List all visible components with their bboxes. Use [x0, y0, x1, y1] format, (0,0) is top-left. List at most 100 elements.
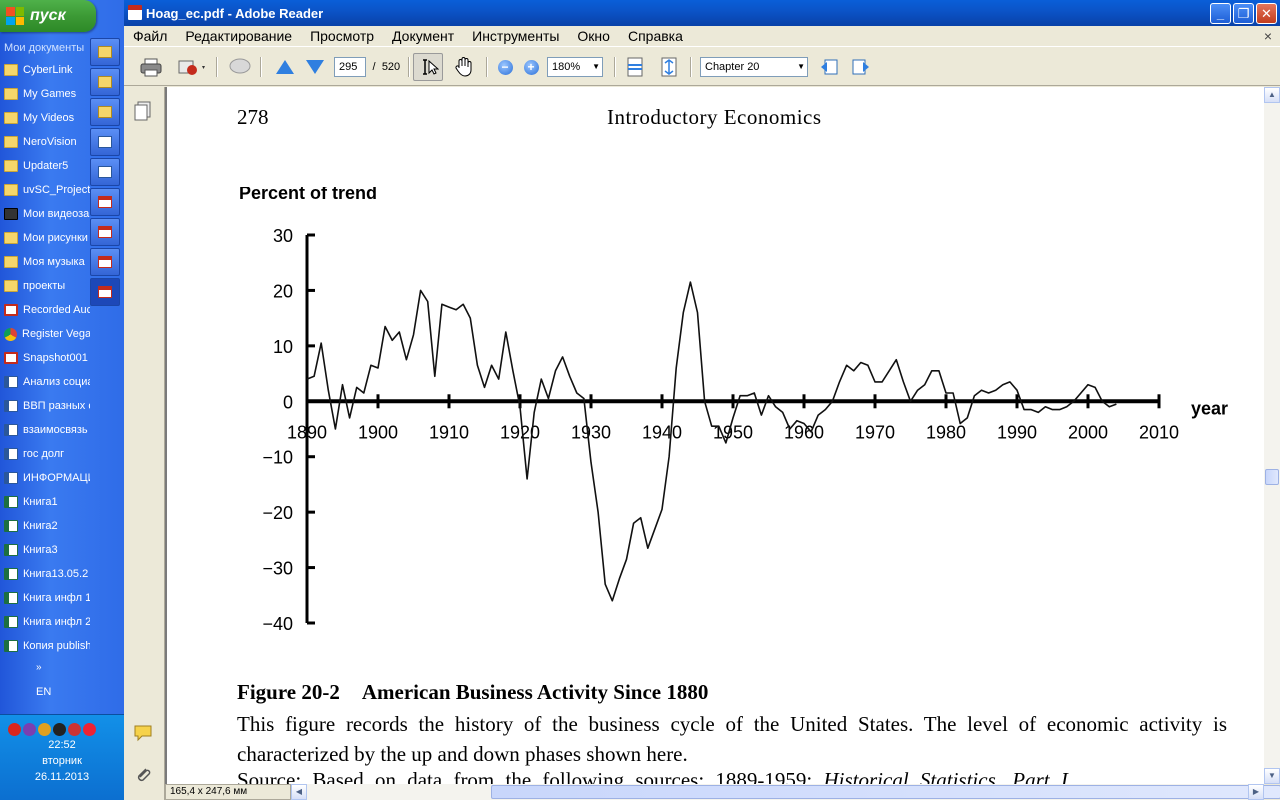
- maximize-button[interactable]: ❐: [1233, 3, 1254, 24]
- minimize-button[interactable]: _: [1210, 3, 1231, 24]
- quick-launch-item[interactable]: Мои рисунки: [0, 226, 90, 250]
- network-icon[interactable]: [23, 723, 36, 736]
- horizontal-scroll-thumb[interactable]: [491, 785, 1280, 799]
- quick-launch-item[interactable]: Книга2: [0, 514, 90, 538]
- zoom-out-button[interactable]: −: [496, 55, 514, 79]
- taskbar-pdf-button[interactable]: [90, 188, 120, 216]
- start-button[interactable]: пуск: [0, 0, 96, 32]
- quick-launch-item[interactable]: проекты: [0, 274, 90, 298]
- quick-launch-item[interactable]: гос долг: [0, 442, 90, 466]
- select-tool-button[interactable]: [413, 53, 443, 81]
- menu-tools[interactable]: Инструменты: [472, 28, 560, 44]
- language-indicator[interactable]: EN: [36, 686, 52, 698]
- quick-launch-label: Register Vega: [22, 328, 90, 340]
- close-button[interactable]: ✕: [1256, 3, 1277, 24]
- menu-view[interactable]: Просмотр: [310, 28, 375, 44]
- word-doc-icon: [4, 424, 18, 436]
- quick-launch-item[interactable]: Recorded Auc: [0, 298, 90, 322]
- quick-launch-item[interactable]: Мои видеоза: [0, 202, 90, 226]
- quick-launch-item[interactable]: CyberLink: [0, 58, 90, 82]
- quick-launch-item[interactable]: Копия publish: [0, 634, 90, 658]
- hand-tool-button[interactable]: [450, 55, 478, 79]
- taskbar-word-button[interactable]: [90, 158, 120, 186]
- next-page-button[interactable]: [304, 55, 326, 79]
- security-icon[interactable]: [38, 723, 51, 736]
- arrow-up-icon: [276, 60, 294, 74]
- zoom-in-button[interactable]: +: [522, 55, 540, 79]
- menu-window[interactable]: Окно: [577, 28, 610, 44]
- next-view-button[interactable]: [850, 55, 872, 79]
- pdf-icon: [98, 286, 112, 298]
- fit-page-icon: [661, 57, 677, 77]
- comments-panel-icon[interactable]: [134, 723, 152, 743]
- scroll-up-button[interactable]: ▲: [1264, 87, 1280, 103]
- menu-edit[interactable]: Редактирование: [185, 28, 293, 44]
- taskbar-folder-button[interactable]: [90, 68, 120, 96]
- menu-document[interactable]: Документ: [392, 28, 455, 44]
- quick-launch-label: Snapshot001: [23, 352, 88, 364]
- word-doc-icon: [4, 376, 18, 388]
- page-number-input[interactable]: 295: [334, 57, 366, 77]
- quick-launch-item[interactable]: Моя музыка: [0, 250, 90, 274]
- quick-launch-label: Мои рисунки: [23, 232, 88, 244]
- attachments-paperclip-icon[interactable]: [134, 765, 152, 785]
- quick-launch-item[interactable]: Книга13.05.2: [0, 562, 90, 586]
- quick-launch-item[interactable]: Книга инфл 1: [0, 586, 90, 610]
- taskbar-pdf-button-active[interactable]: [90, 278, 120, 306]
- document-viewport[interactable]: 278 Introductory Economics Percent of tr…: [165, 87, 1264, 784]
- comment-button[interactable]: [226, 55, 254, 79]
- volume-icon[interactable]: [53, 723, 66, 736]
- menu-file[interactable]: Файл: [133, 28, 168, 44]
- quick-launch-label: гос долг: [23, 448, 65, 460]
- quick-launch-item[interactable]: Анализ социа: [0, 370, 90, 394]
- quick-launch-item[interactable]: ИНФОРМАЦИ: [0, 466, 90, 490]
- quick-launch-item[interactable]: Книга3: [0, 538, 90, 562]
- quick-launch-item[interactable]: NeroVision: [0, 130, 90, 154]
- close-tray-icon[interactable]: [83, 723, 96, 736]
- more-items-chevron[interactable]: »: [36, 662, 42, 673]
- quick-launch-label: Моя музыка: [23, 256, 85, 268]
- quick-launch-item[interactable]: Книга инфл 2: [0, 610, 90, 634]
- document-close-icon[interactable]: ×: [1263, 28, 1272, 44]
- taskbar-word-button[interactable]: [90, 128, 120, 156]
- vertical-scroll-thumb[interactable]: [1265, 469, 1279, 485]
- fit-page-button[interactable]: [658, 55, 680, 79]
- previous-view-button[interactable]: [818, 55, 840, 79]
- taskbar-folder-button[interactable]: [90, 98, 120, 126]
- quick-launch-item[interactable]: Snapshot001: [0, 346, 90, 370]
- vertical-scrollbar[interactable]: ▲ ▼: [1264, 87, 1280, 784]
- menu-help[interactable]: Справка: [627, 28, 683, 44]
- quick-launch-item[interactable]: Updater5: [0, 154, 90, 178]
- next-view-icon: [852, 59, 869, 75]
- taskbar-pdf-button[interactable]: [90, 248, 120, 276]
- zoom-dropdown[interactable]: 180% ▼: [547, 57, 603, 77]
- quick-launch-item[interactable]: Register Vega: [0, 322, 90, 346]
- taskbar-folder-button[interactable]: [90, 38, 120, 66]
- quick-launch-item[interactable]: ВВП разных с: [0, 394, 90, 418]
- opera-icon[interactable]: [8, 723, 21, 736]
- antivirus-icon[interactable]: [68, 723, 81, 736]
- my-documents-header[interactable]: Мои документы: [0, 38, 90, 58]
- quick-launch-item[interactable]: взаимосвязь: [0, 418, 90, 442]
- word-doc-icon: [98, 166, 112, 178]
- scroll-down-button[interactable]: ▼: [1264, 768, 1280, 784]
- horizontal-scrollbar[interactable]: ◀ ▶: [291, 784, 1280, 800]
- quick-launch-item[interactable]: My Videos: [0, 106, 90, 130]
- scroll-left-button[interactable]: ◀: [291, 784, 307, 800]
- taskbar-pdf-button[interactable]: [90, 218, 120, 246]
- print-button[interactable]: [138, 55, 164, 79]
- x-tick-label: 1980: [926, 422, 966, 442]
- quick-launch-item[interactable]: Книга1: [0, 490, 90, 514]
- folder-icon: [4, 160, 18, 172]
- pages-panel-icon[interactable]: [134, 101, 152, 121]
- share-button[interactable]: [174, 55, 210, 79]
- previous-page-button[interactable]: [274, 55, 296, 79]
- title-bar[interactable]: Hoag_ec.pdf - Adobe Reader _ ❐ ✕: [124, 0, 1280, 26]
- x-tick-label: 1970: [855, 422, 895, 442]
- scroll-right-button[interactable]: ▶: [1248, 784, 1264, 800]
- quick-launch-label: Мои документы: [4, 42, 85, 54]
- quick-launch-item[interactable]: uvSC_Project: [0, 178, 90, 202]
- quick-launch-item[interactable]: My Games: [0, 82, 90, 106]
- fit-width-button[interactable]: [624, 55, 646, 79]
- bookmark-dropdown[interactable]: Chapter 20 ▼: [700, 57, 808, 77]
